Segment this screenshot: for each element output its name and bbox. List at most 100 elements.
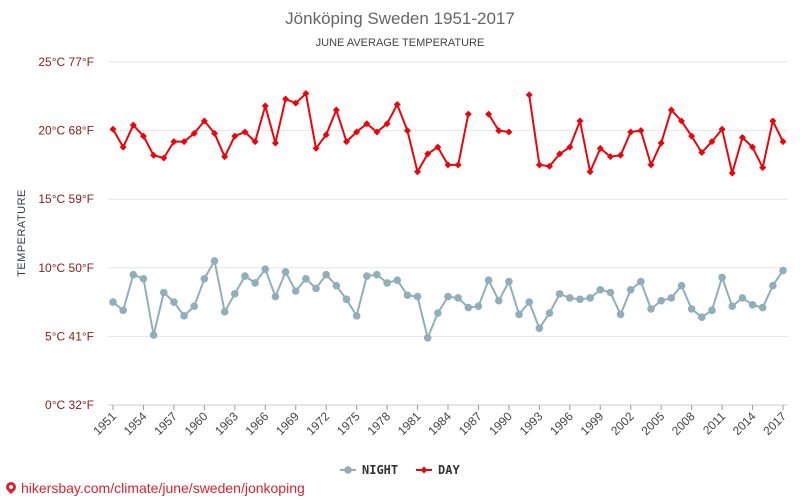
night-point[interactable]: [149, 331, 158, 339]
day-point[interactable]: [464, 110, 472, 118]
night-point[interactable]: [291, 287, 300, 295]
day-point[interactable]: [180, 138, 188, 146]
day-point[interactable]: [779, 138, 787, 146]
night-point[interactable]: [434, 309, 442, 317]
night-point[interactable]: [576, 295, 584, 304]
night-point[interactable]: [393, 276, 402, 284]
day-point[interactable]: [312, 144, 320, 152]
night-point[interactable]: [444, 292, 452, 301]
day-point[interactable]: [211, 129, 219, 137]
day-point[interactable]: [150, 151, 158, 159]
night-point[interactable]: [515, 310, 523, 319]
night-point[interactable]: [362, 272, 371, 280]
night-point[interactable]: [464, 303, 473, 312]
night-point[interactable]: [758, 303, 767, 312]
night-point[interactable]: [566, 294, 574, 302]
night-point[interactable]: [200, 274, 209, 283]
night-point[interactable]: [657, 296, 665, 305]
day-point[interactable]: [454, 161, 462, 169]
day-point[interactable]: [251, 138, 259, 146]
day-point[interactable]: [677, 117, 685, 125]
day-point[interactable]: [170, 138, 178, 146]
night-point[interactable]: [403, 291, 412, 300]
night-point[interactable]: [596, 285, 605, 294]
day-point[interactable]: [221, 153, 229, 161]
night-point[interactable]: [180, 312, 188, 320]
day-point[interactable]: [495, 127, 503, 135]
day-point[interactable]: [769, 117, 777, 125]
night-point[interactable]: [586, 294, 594, 302]
day-point[interactable]: [576, 117, 584, 125]
source-footer[interactable]: hikersbay.com/climate/june/sweden/jonkop…: [3, 479, 305, 496]
day-point[interactable]: [647, 161, 655, 169]
day-point[interactable]: [688, 132, 696, 140]
day-point[interactable]: [322, 131, 330, 139]
night-point[interactable]: [748, 301, 757, 309]
day-point[interactable]: [414, 168, 422, 176]
day-point[interactable]: [667, 106, 675, 114]
night-point[interactable]: [525, 298, 534, 306]
night-point[interactable]: [210, 257, 219, 265]
night-point[interactable]: [637, 277, 645, 286]
day-point[interactable]: [139, 132, 147, 140]
day-point[interactable]: [535, 161, 543, 169]
day-point[interactable]: [657, 139, 665, 147]
day-point[interactable]: [525, 91, 533, 99]
day-point[interactable]: [606, 153, 614, 161]
night-point[interactable]: [494, 296, 503, 305]
day-point[interactable]: [190, 129, 198, 137]
day-point[interactable]: [485, 110, 493, 118]
day-point[interactable]: [738, 133, 746, 141]
night-point[interactable]: [484, 276, 493, 284]
night-point[interactable]: [423, 333, 432, 342]
night-point[interactable]: [251, 279, 259, 287]
day-point[interactable]: [596, 144, 604, 152]
night-point[interactable]: [139, 274, 148, 283]
day-point[interactable]: [728, 169, 736, 177]
night-point[interactable]: [109, 298, 117, 306]
legend-item-night[interactable]: NIGHT: [340, 463, 398, 477]
night-point[interactable]: [687, 305, 696, 313]
night-point[interactable]: [616, 310, 625, 319]
day-point[interactable]: [109, 125, 117, 133]
night-point[interactable]: [302, 274, 310, 283]
day-point[interactable]: [637, 127, 645, 135]
night-point[interactable]: [779, 266, 787, 275]
day-point[interactable]: [444, 161, 452, 169]
day-point[interactable]: [403, 127, 411, 135]
day-point[interactable]: [424, 150, 432, 158]
day-point[interactable]: [393, 101, 401, 109]
day-point[interactable]: [434, 143, 442, 151]
night-point[interactable]: [190, 302, 199, 311]
night-point[interactable]: [119, 306, 127, 315]
night-point[interactable]: [474, 302, 483, 311]
night-point[interactable]: [373, 270, 381, 279]
night-point[interactable]: [231, 290, 239, 298]
night-point[interactable]: [413, 292, 422, 301]
day-point[interactable]: [261, 102, 269, 110]
day-point[interactable]: [119, 143, 127, 151]
source-url[interactable]: hikersbay.com/climate/june/sweden/jonkop…: [21, 480, 305, 496]
night-point[interactable]: [241, 272, 249, 280]
day-point[interactable]: [556, 150, 564, 158]
day-point[interactable]: [160, 154, 168, 162]
night-point[interactable]: [129, 270, 138, 279]
night-point[interactable]: [281, 268, 290, 276]
day-point[interactable]: [586, 168, 594, 176]
night-point[interactable]: [220, 307, 229, 316]
night-point[interactable]: [159, 288, 168, 297]
day-point[interactable]: [749, 143, 757, 151]
night-point[interactable]: [606, 288, 615, 297]
day-point[interactable]: [698, 149, 706, 157]
night-point[interactable]: [718, 273, 726, 282]
night-point[interactable]: [647, 305, 655, 313]
day-point[interactable]: [302, 90, 310, 98]
day-point[interactable]: [129, 121, 137, 129]
night-point[interactable]: [271, 292, 280, 301]
day-point[interactable]: [282, 95, 290, 103]
night-point[interactable]: [312, 284, 320, 293]
day-point[interactable]: [231, 132, 239, 140]
day-point[interactable]: [383, 120, 391, 128]
day-point[interactable]: [718, 125, 726, 133]
day-point[interactable]: [759, 164, 767, 172]
